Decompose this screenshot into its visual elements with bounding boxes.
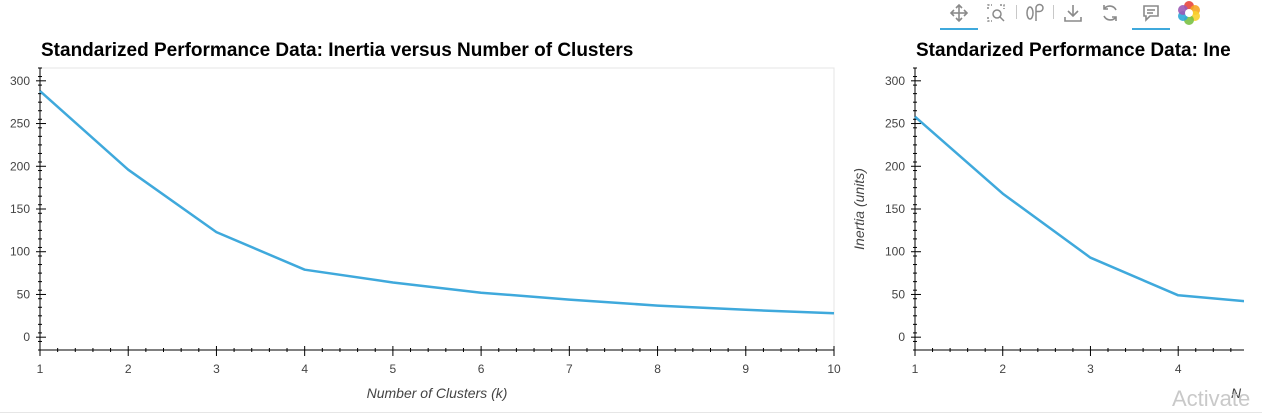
x-tick-label: 3 [213, 362, 220, 376]
chart-title: Standarized Performance Data: Inertia ve… [41, 40, 634, 61]
x-tick-label: 3 [1087, 362, 1094, 376]
y-axis-label: Inertia (units) [851, 168, 867, 250]
x-tick-label: 2 [125, 362, 132, 376]
save-icon[interactable] [1060, 0, 1086, 26]
x-tick-label: 1 [912, 362, 919, 376]
y-tick-label: 150 [10, 202, 30, 216]
x-tick-label: 4 [301, 362, 308, 376]
x-tick-label: 4 [1175, 362, 1182, 376]
chart-title: Standarized Performance Data: Ine [916, 40, 1231, 61]
chart-left[interactable]: 0 50 100 150 200 250 300 1 2 3 4 5 6 7 8 9 10 Number of C… [0, 60, 860, 410]
y-tick-label: 100 [885, 245, 905, 259]
y-tick-label: 200 [885, 159, 905, 173]
activate-watermark: Activate [1172, 386, 1251, 411]
x-tick-label: 7 [566, 362, 573, 376]
hover-icon[interactable] [1132, 0, 1170, 30]
y-tick-label: 50 [892, 287, 906, 301]
y-tick-label: 300 [885, 74, 905, 88]
x-tick-label: 1 [37, 362, 44, 376]
chart-toolbar [940, 0, 1210, 32]
y-tick-label: 50 [17, 287, 31, 301]
pan-icon[interactable] [940, 0, 978, 30]
series-line [914, 115, 1244, 303]
x-axis-label: N [1231, 385, 1242, 401]
series-line [39, 90, 835, 315]
chart-right[interactable]: 0 50 100 150 200 250 300 1 2 3 4 N Inertia (units) [850, 60, 1262, 412]
x-tick-label: 10 [827, 362, 841, 376]
y-tick-label: 0 [898, 330, 905, 344]
wheel-zoom-icon[interactable] [1022, 0, 1048, 26]
x-tick-label: 9 [742, 362, 749, 376]
x-tick-label: 8 [654, 362, 661, 376]
bokeh-logo-icon[interactable] [1176, 0, 1202, 26]
y-tick-label: 250 [10, 117, 30, 131]
x-axis-label: Number of Clusters (k) [367, 385, 508, 401]
y-tick-label: 150 [885, 202, 905, 216]
box-zoom-icon[interactable] [983, 0, 1009, 26]
x-tick-label: 2 [999, 362, 1006, 376]
y-tick-label: 200 [10, 159, 30, 173]
reset-icon[interactable] [1097, 0, 1123, 26]
bottom-divider [0, 412, 1262, 413]
x-tick-label: 5 [390, 362, 397, 376]
chart-right-clip: Standarized Performance Data: Ine 0 50 100… [850, 40, 1262, 412]
y-tick-label: 100 [10, 245, 30, 259]
y-tick-label: 300 [10, 74, 30, 88]
y-tick-label: 250 [885, 117, 905, 131]
y-tick-label: 0 [23, 330, 30, 344]
x-tick-label: 6 [478, 362, 485, 376]
